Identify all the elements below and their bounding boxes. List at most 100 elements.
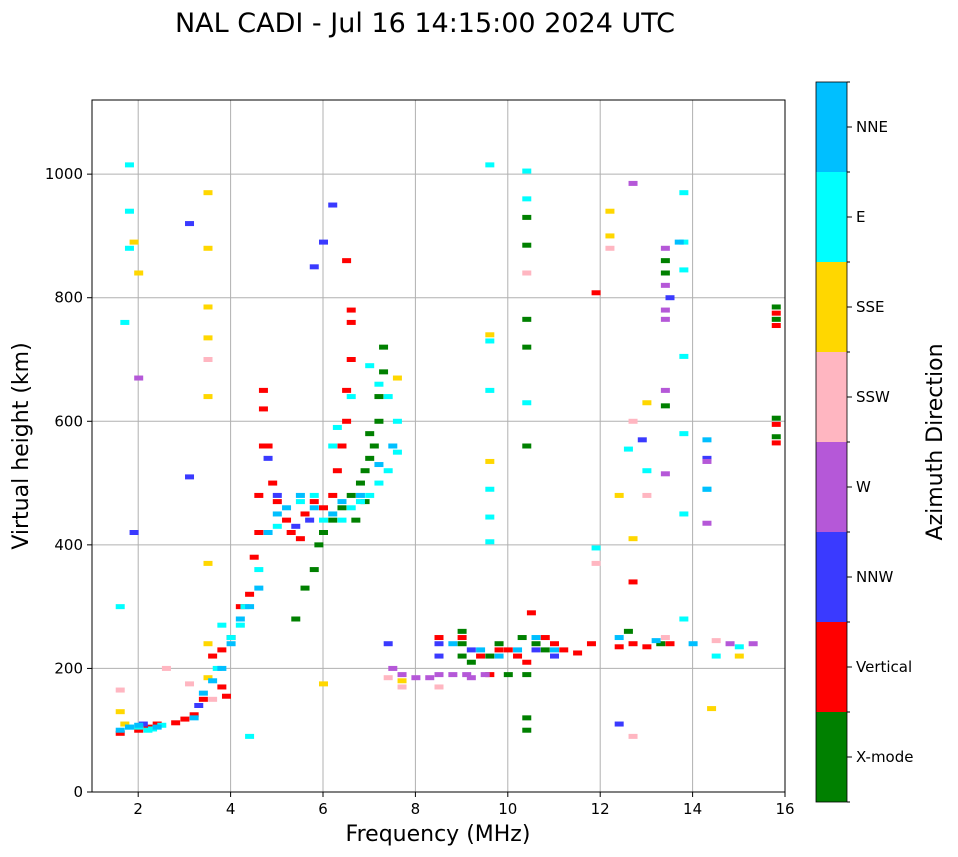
data-point-sse <box>203 394 213 400</box>
data-point-nne <box>217 665 227 671</box>
data-point-vertical <box>171 720 181 726</box>
data-point-w <box>628 180 638 186</box>
data-point-vertical <box>115 730 125 736</box>
data-point-w <box>660 387 670 393</box>
data-point-e <box>679 511 689 517</box>
data-point-vertical <box>342 387 352 393</box>
data-point-e <box>148 726 158 732</box>
y-tick-label: 0 <box>73 783 83 801</box>
data-point-vertical <box>286 530 296 535</box>
data-point-nne <box>115 727 125 733</box>
data-point-vertical <box>628 579 638 585</box>
data-point-vertical <box>134 727 144 733</box>
y-axis-label: Virtual height (km) <box>9 342 34 549</box>
data-point-e <box>120 319 130 325</box>
data-point-vertical <box>300 511 310 517</box>
data-point-vertical <box>476 653 486 659</box>
y-tick-label: 800 <box>54 289 83 307</box>
data-point-x-mode <box>522 214 532 220</box>
data-point-w <box>660 471 670 477</box>
data-point-w <box>466 675 476 681</box>
data-point-nnw <box>305 517 315 523</box>
data-point-nnw <box>194 703 204 708</box>
data-point-nnw <box>434 653 444 659</box>
data-point-vertical <box>526 610 536 616</box>
data-point-sse <box>614 492 624 498</box>
data-point-vertical <box>208 653 218 659</box>
y-tick-label: 600 <box>54 412 83 430</box>
data-point-x-mode <box>771 434 781 440</box>
data-point-e <box>212 665 222 671</box>
data-point-nne <box>337 499 347 505</box>
data-point-nnw <box>434 641 444 647</box>
y-tick-label: 400 <box>54 536 83 554</box>
data-point-sse <box>203 560 213 566</box>
data-point-sse <box>203 675 213 681</box>
data-point-nne <box>550 647 559 653</box>
data-point-sse <box>605 208 615 214</box>
data-point-w <box>660 282 670 288</box>
data-point-e <box>679 267 689 273</box>
data-point-x-mode <box>360 468 370 474</box>
data-point-e <box>124 162 134 168</box>
data-point-vertical <box>614 644 624 650</box>
data-point-vertical <box>295 536 305 542</box>
data-point-e <box>295 499 305 505</box>
data-point-vertical <box>346 319 356 325</box>
data-point-sse <box>397 678 407 684</box>
data-point-e <box>346 394 356 400</box>
data-point-e <box>679 190 689 196</box>
data-point-w <box>397 672 407 678</box>
data-point-e <box>374 480 384 486</box>
data-point-e <box>337 517 347 523</box>
colorbar-label: SSW <box>856 388 890 406</box>
x-tick-label: 16 <box>775 800 794 818</box>
data-point-x-mode <box>660 258 670 264</box>
data-point-vertical <box>235 604 245 610</box>
data-point-vertical <box>254 530 264 535</box>
data-point-e <box>485 162 495 168</box>
data-point-vertical <box>263 443 273 449</box>
data-point-vertical <box>309 499 319 505</box>
data-point-x-mode <box>522 727 532 733</box>
data-point-nnw <box>309 264 319 270</box>
data-point-vertical <box>217 647 227 653</box>
data-point-vertical <box>540 635 550 641</box>
data-point-ssw <box>605 245 615 251</box>
data-point-x-mode <box>457 653 467 659</box>
data-point-w <box>660 307 670 313</box>
colorbar-segment-sse <box>816 262 847 352</box>
data-point-nne <box>134 722 144 728</box>
data-point-nne <box>476 647 486 653</box>
data-point-sse <box>120 721 130 727</box>
data-point-x-mode <box>351 517 361 523</box>
data-point-x-mode <box>623 628 633 634</box>
data-point-w <box>388 665 398 671</box>
data-point-x-mode <box>660 403 670 409</box>
data-point-ssw <box>208 696 218 702</box>
data-point-e <box>365 492 375 498</box>
data-point-sse <box>203 190 213 196</box>
data-point-vertical <box>522 659 532 665</box>
data-point-e <box>734 644 744 650</box>
data-point-vertical <box>346 307 356 313</box>
colorbar-label: X-mode <box>856 748 913 766</box>
data-point-e <box>383 468 393 474</box>
data-point-x-mode <box>365 455 375 461</box>
colorbar: X-mode Vertical NNW W SSW SSE E NNE <box>815 81 913 803</box>
data-point-w <box>480 672 490 678</box>
data-point-nne <box>263 530 273 535</box>
data-point-x-mode <box>522 443 532 449</box>
data-point-e <box>485 387 495 393</box>
colorbar-segment-vertical <box>816 622 847 712</box>
data-point-nne <box>245 604 255 610</box>
data-point-e <box>355 499 365 505</box>
data-point-x-mode <box>365 431 375 437</box>
data-point-e <box>365 363 375 369</box>
data-point-vertical <box>254 492 264 498</box>
data-point-nnw <box>129 530 139 535</box>
data-point-ssw <box>383 675 393 681</box>
data-point-e <box>679 431 689 437</box>
data-point-w <box>748 641 758 647</box>
data-point-ssw <box>642 492 652 498</box>
